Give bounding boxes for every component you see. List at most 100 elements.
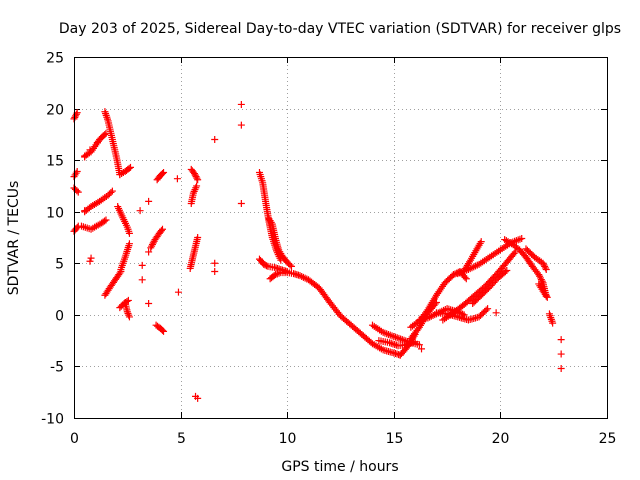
- data-point: [536, 272, 544, 280]
- data-point: [535, 271, 543, 279]
- data-point: [409, 338, 417, 346]
- data-point: [270, 272, 278, 280]
- data-point: [194, 234, 202, 241]
- data-point: [408, 339, 416, 347]
- data-point: [174, 288, 182, 296]
- data-point: [102, 216, 110, 224]
- y-tick-label: 25: [46, 51, 64, 67]
- data-point: [108, 187, 116, 195]
- data-point: [539, 259, 547, 267]
- y-tick-label: 20: [46, 103, 64, 119]
- y-tick-label: -5: [50, 360, 64, 376]
- data-point: [211, 259, 219, 267]
- data-point: [501, 268, 509, 276]
- data-point: [125, 164, 133, 172]
- data-point: [211, 268, 219, 276]
- data-point: [397, 335, 405, 343]
- data-point: [287, 262, 295, 270]
- data-point: [477, 238, 485, 246]
- y-tick-label: 10: [46, 206, 64, 222]
- data-point: [123, 308, 131, 316]
- data-point: [461, 273, 469, 281]
- data-point: [237, 100, 245, 108]
- data-point: [81, 207, 89, 215]
- data-point: [147, 244, 155, 252]
- data-point: [301, 274, 309, 282]
- data-point: [541, 264, 549, 272]
- data-point: [211, 136, 219, 144]
- data-point: [482, 306, 490, 314]
- data-point: [125, 311, 133, 319]
- data-point: [125, 313, 133, 321]
- data-point: [145, 300, 153, 308]
- data-point: [237, 199, 245, 207]
- data-point: [192, 173, 200, 181]
- data-point: [194, 394, 202, 402]
- data-point: [194, 176, 202, 184]
- data-point: [173, 175, 181, 183]
- grid-lines: [74, 57, 607, 418]
- data-point: [193, 182, 201, 190]
- data-point: [557, 364, 565, 372]
- data-point: [404, 340, 412, 348]
- data-point: [449, 271, 457, 279]
- x-tick-label: 10: [279, 431, 297, 447]
- data-point: [415, 341, 423, 349]
- data-point: [386, 339, 394, 347]
- x-tick-label: 15: [386, 431, 404, 447]
- x-tick-label: 20: [492, 431, 510, 447]
- data-point: [462, 275, 470, 283]
- data-point: [72, 169, 80, 177]
- data-point: [298, 272, 306, 280]
- data-point: [536, 274, 544, 282]
- y-tick-label: 15: [46, 154, 64, 170]
- data-point: [541, 262, 549, 270]
- data-point: [465, 258, 473, 266]
- data-point: [418, 345, 426, 353]
- data-point: [395, 334, 403, 342]
- data-point: [549, 319, 557, 327]
- data-point: [411, 338, 419, 346]
- data-point: [263, 262, 271, 270]
- data-point: [116, 269, 124, 277]
- data-point: [542, 292, 550, 300]
- x-tick-label: 0: [70, 431, 79, 447]
- data-point: [389, 340, 397, 348]
- data-point: [537, 276, 545, 284]
- data-point: [557, 350, 565, 358]
- data-point: [503, 267, 511, 275]
- data-point: [148, 241, 156, 249]
- data-point: [125, 240, 133, 248]
- data-point: [427, 312, 435, 320]
- data-point: [286, 261, 294, 269]
- data-point: [237, 121, 245, 129]
- data-point: [148, 242, 156, 250]
- data-point: [542, 265, 550, 273]
- data-point: [72, 112, 80, 120]
- plot-frame: [74, 57, 608, 419]
- data-point: [557, 336, 565, 344]
- data-point: [190, 170, 198, 178]
- data-point: [81, 153, 89, 161]
- data-point: [492, 309, 500, 317]
- y-tick-label: 0: [55, 309, 64, 325]
- data-point: [145, 197, 153, 205]
- data-point: [510, 249, 518, 257]
- chart-title: Day 203 of 2025, Sidereal Day-to-day VTE…: [59, 21, 621, 37]
- data-point: [157, 227, 165, 235]
- data-point: [86, 146, 94, 154]
- data-point: [296, 272, 304, 280]
- data-point: [392, 333, 400, 341]
- data-point: [86, 257, 94, 265]
- data-point: [158, 170, 166, 178]
- data-point: [138, 261, 146, 269]
- y-axis: -10 -5 0 5 10 15 20 25: [41, 51, 607, 428]
- data-point: [158, 326, 166, 334]
- data-point: [299, 273, 307, 281]
- data-point: [543, 293, 551, 301]
- data-point: [391, 341, 399, 349]
- data-point: [403, 341, 411, 349]
- data-point: [74, 188, 82, 196]
- data-point: [125, 229, 133, 237]
- data-point: [406, 340, 414, 348]
